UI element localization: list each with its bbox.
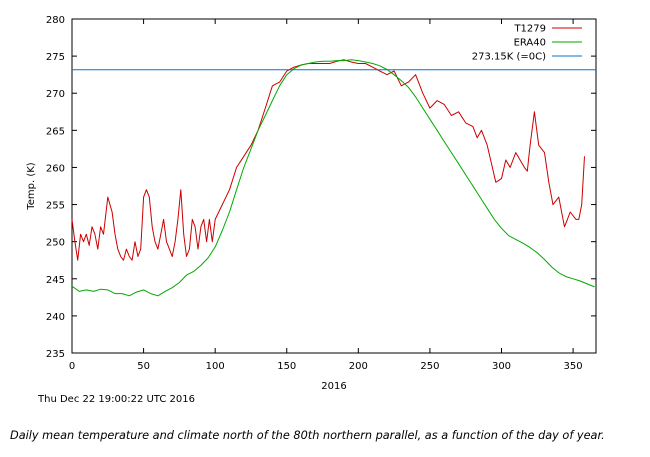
y-tick-label: 265 bbox=[46, 126, 65, 137]
y-tick-label: 240 bbox=[46, 312, 65, 323]
series-lines bbox=[71, 59, 596, 297]
y-tick-label: 260 bbox=[46, 163, 65, 174]
y-tick-label: 235 bbox=[46, 349, 65, 360]
series-line-era40 bbox=[71, 59, 595, 297]
temperature-chart: 0 50 100 150 200 250 300 350 235 240 245 250 255 260 2… bbox=[26, 15, 597, 390]
y-tick-label: 245 bbox=[46, 275, 65, 286]
plot-frame bbox=[71, 18, 597, 354]
x-tick-label: 150 bbox=[277, 361, 296, 372]
x-tick-label: 200 bbox=[349, 361, 368, 372]
y-tick-label: 275 bbox=[46, 52, 65, 63]
x-axis-label: 2016 bbox=[321, 381, 346, 390]
series-line-t1279 bbox=[71, 59, 585, 261]
legend: T1279 ERA40 273.15K (=0C) bbox=[472, 24, 582, 63]
y-axis-label: Temp. (K) bbox=[26, 162, 37, 210]
x-tick-label: 350 bbox=[564, 361, 583, 372]
y-tick-label: 280 bbox=[46, 15, 65, 26]
x-tick-label: 250 bbox=[420, 361, 439, 372]
legend-label: 273.15K (=0C) bbox=[472, 52, 546, 63]
legend-label: T1279 bbox=[513, 24, 546, 35]
axis-ticks: 0 50 100 150 200 250 300 350 235 240 245 250 255 260 2… bbox=[46, 15, 596, 372]
caption: Daily mean temperature and climate north… bbox=[10, 429, 605, 442]
y-tick-label: 250 bbox=[46, 238, 65, 249]
y-tick-label: 255 bbox=[46, 201, 65, 212]
x-tick-label: 50 bbox=[137, 361, 150, 372]
legend-label: ERA40 bbox=[514, 38, 546, 49]
timestamp: Thu Dec 22 19:00:22 UTC 2016 bbox=[38, 394, 195, 405]
x-tick-label: 0 bbox=[69, 361, 75, 372]
y-tick-label: 270 bbox=[46, 89, 65, 100]
plot-border bbox=[71, 18, 597, 354]
x-tick-label: 300 bbox=[492, 361, 511, 372]
x-tick-label: 100 bbox=[206, 361, 225, 372]
